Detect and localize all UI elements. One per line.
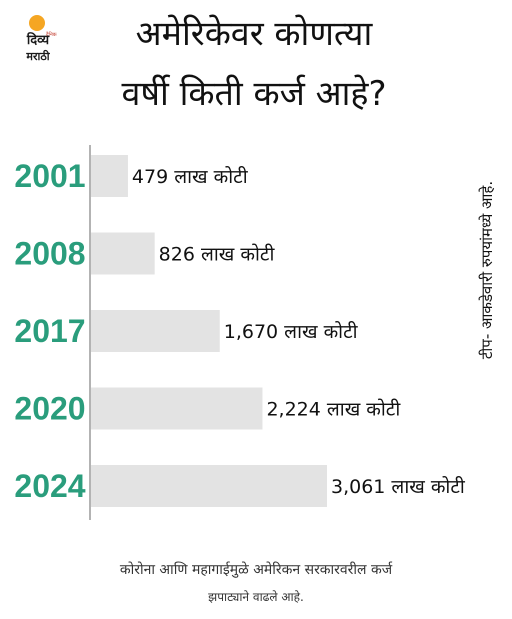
bar-chart: 2001 479 लाख कोटी 2008 826 लाख कोटी 2017 1,67… — [14, 145, 466, 520]
value-label: 3,061 लाख कोटी — [331, 475, 466, 498]
value-label: 826 लाख कोटी — [159, 243, 276, 266]
bar — [91, 232, 155, 275]
bar — [91, 310, 220, 352]
chart-title-line-1: अमेरिकेवर कोणत्या — [135, 14, 373, 54]
logo-word-1: दिव्य — [26, 33, 50, 48]
chart-title-line-2: वर्षी किती कर्ज आहे? — [121, 74, 387, 114]
side-note-text: टीप- आकडेवारी रुपयांमध्ये आहे. — [478, 180, 496, 360]
bar — [91, 465, 327, 507]
bar — [91, 155, 128, 197]
footer-text-line-2: झपाट्याने वाढले आहे. — [208, 590, 304, 604]
year-label: 2001 — [14, 158, 85, 194]
year-label: 2017 — [14, 313, 85, 349]
logo-tag: दैनिक — [46, 32, 57, 38]
footer-text-line-1: कोरोना आणि महागाईमुळे अमेरिकन सरकारवरील … — [119, 562, 393, 578]
value-label: 2,224 लाख कोटी — [266, 398, 401, 421]
value-label: 479 लाख कोटी — [132, 165, 249, 188]
sun-icon — [29, 15, 45, 31]
value-label: 1,670 लाख कोटी — [224, 320, 359, 343]
divya-marathi-logo: दैनिक दिव्य मराठी — [12, 12, 64, 64]
bar — [91, 387, 263, 430]
year-label: 2020 — [14, 391, 85, 427]
year-label: 2024 — [14, 468, 85, 504]
logo-word-2: मराठी — [26, 50, 50, 63]
side-note: टीप- आकडेवारी रुपयांमध्ये आहे. — [472, 150, 502, 390]
year-label: 2008 — [14, 236, 85, 272]
